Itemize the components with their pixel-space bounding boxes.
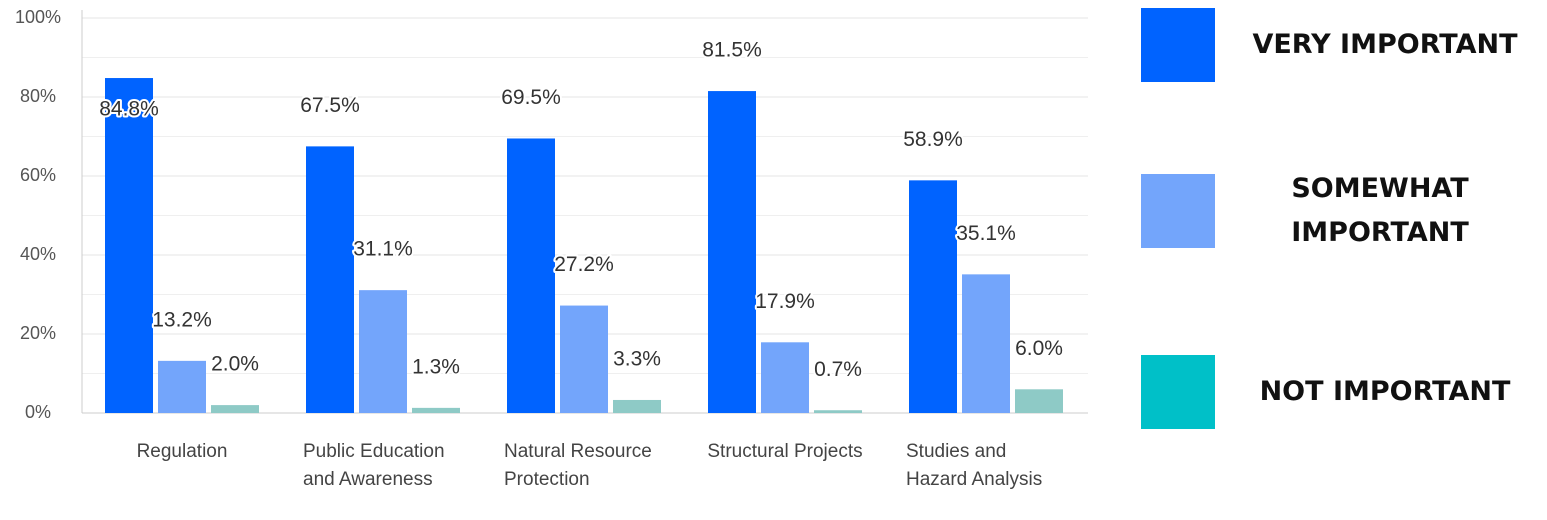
x-tick-label: Regulation (136, 441, 228, 462)
category-label-box: Public Education and Awareness (288, 438, 478, 494)
y-tick-label: 60% (20, 165, 56, 185)
x-tick-label: Structural Projects (707, 441, 863, 462)
value-label: 13.2% (152, 308, 212, 331)
bar (158, 360, 206, 413)
value-label: 31.1% (353, 238, 413, 261)
bar (909, 180, 957, 413)
bar (761, 342, 809, 413)
value-label: 81.5% (702, 39, 762, 62)
category-label-box: Natural Resource Protection (489, 438, 679, 494)
y-tick-label: 40% (20, 244, 56, 264)
x-tick-label: Public Education and Awareness (303, 441, 445, 490)
y-tick-label: 20% (20, 323, 56, 343)
legend-swatch (1141, 8, 1215, 82)
bar (1015, 389, 1063, 413)
bar (507, 138, 555, 413)
value-label: 27.2% (554, 253, 614, 276)
category-label-box: Structural Projects (690, 438, 880, 466)
x-tick-label: Natural Resource Protection (504, 441, 652, 490)
bar (560, 305, 608, 413)
value-label: 35.1% (956, 222, 1016, 245)
category-label-box: Studies and Hazard Analysis (891, 438, 1081, 494)
category-label-box: Regulation (87, 438, 277, 466)
legend-swatch (1141, 355, 1215, 429)
y-tick-label: 100% (15, 7, 61, 27)
value-label: 3.3% (613, 348, 661, 371)
value-label: 84.8% (99, 98, 159, 121)
y-tick-label: 0% (25, 402, 51, 422)
value-label: 6.0% (1015, 337, 1063, 360)
legend-swatch (1141, 174, 1215, 248)
bar (613, 399, 661, 413)
bar (412, 407, 460, 413)
legend-label: SOMEWHAT IMPORTANT (1291, 173, 1469, 248)
value-label: 58.9% (903, 128, 963, 151)
value-label: 2.0% (211, 353, 259, 376)
bar (814, 410, 862, 413)
value-label: 0.7% (814, 358, 862, 381)
value-label: 1.3% (412, 355, 460, 378)
x-tick-label: Studies and Hazard Analysis (906, 441, 1043, 490)
bar (306, 146, 354, 413)
y-tick-label: 80% (20, 86, 56, 106)
value-label: 17.9% (755, 290, 815, 313)
value-label: 69.5% (501, 86, 561, 109)
bar (708, 91, 756, 413)
bar (211, 405, 259, 413)
value-label: 67.5% (300, 94, 360, 117)
bar (962, 274, 1010, 413)
bar (105, 78, 153, 413)
legend-label: VERY IMPORTANT (1252, 29, 1518, 60)
bar (359, 290, 407, 413)
legend-label: NOT IMPORTANT (1259, 376, 1511, 407)
